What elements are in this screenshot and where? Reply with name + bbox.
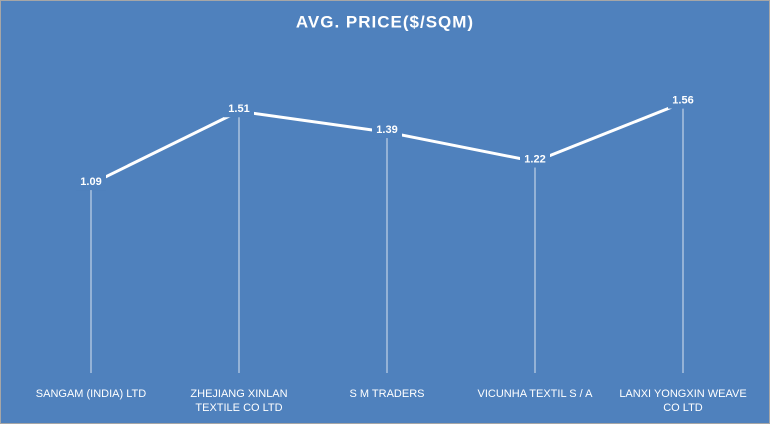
x-tick-label: SANGAM (INDIA) LTD	[35, 388, 147, 400]
x-tick-label: VICUNHA TEXTIL S / A	[477, 388, 593, 400]
x-tick-label: S M TRADERS	[349, 388, 425, 400]
data-label-bg	[372, 122, 402, 139]
x-tick-label: LANXI YONGXIN WEAVE CO LTD	[619, 388, 747, 414]
data-label: 1.09	[80, 176, 101, 188]
chart-title: AVG. PRICE($/SQM)	[296, 12, 474, 31]
data-label: 1.56	[672, 95, 693, 107]
data-label-bg	[668, 92, 698, 109]
data-label: 1.22	[524, 153, 545, 165]
x-tick-label: ZHEJIANG XINLAN TEXTILE CO LTD	[190, 388, 288, 414]
data-label-bg	[520, 151, 550, 168]
data-label-bg	[224, 101, 254, 118]
data-label-bg	[76, 174, 106, 191]
data-label: 1.51	[228, 103, 249, 115]
data-label: 1.39	[376, 124, 397, 136]
